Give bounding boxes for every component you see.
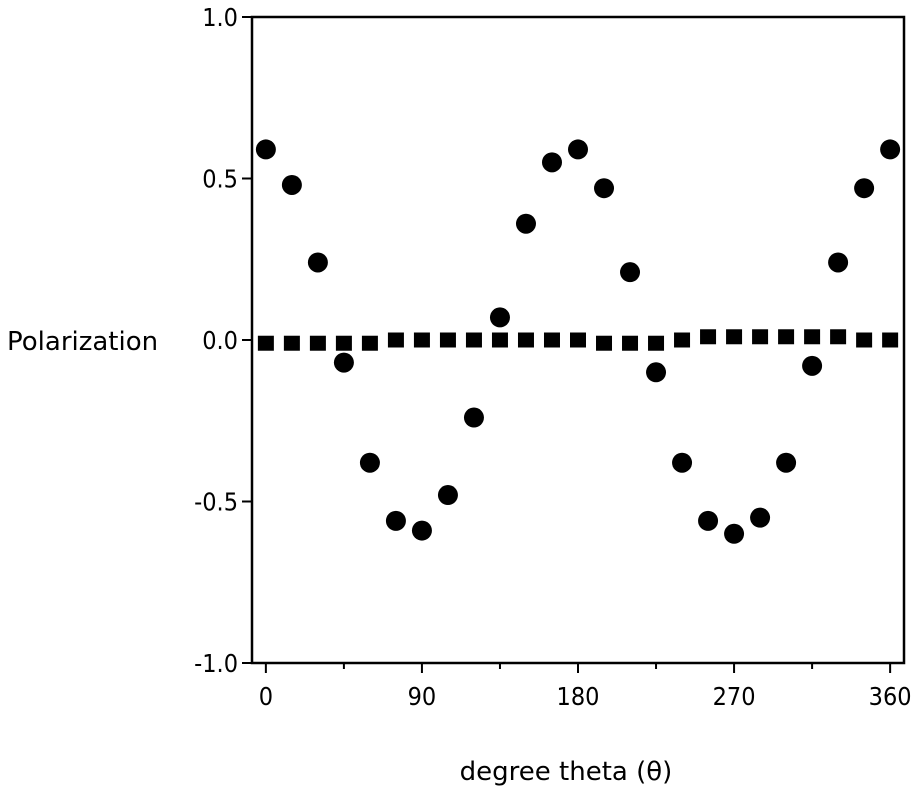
square-point [700,329,717,345]
square-point [309,335,326,351]
circle-point [541,152,562,173]
square-point [543,332,560,348]
square-point [387,332,404,348]
x-tick-label: 90 [408,682,437,711]
circle-point [776,452,797,473]
square-point [335,335,352,351]
square-point [570,332,586,348]
x-tick-label: 0 [259,682,273,711]
circle-point [437,485,458,506]
series [255,139,901,544]
square-point [596,335,613,351]
circle-point [672,452,693,473]
circle-point [463,407,484,428]
circle-point [750,507,771,528]
square-point [778,329,795,345]
circle-point [489,307,510,328]
circle-point [515,213,536,234]
circle-point [411,520,432,541]
y-tick-label: 0.0 [202,326,238,355]
square-point [856,332,873,348]
y-tick-label: 0.5 [202,165,238,194]
y-axis-label: Polarization [7,327,158,357]
y-ticks: 1.0 0.5 0.0 -0.5 -1.0 [194,3,252,678]
square-point [413,332,430,348]
y-tick-label: -1.0 [194,649,238,678]
square-point [674,332,691,348]
square-point [257,335,274,351]
square-point [648,335,665,351]
circle-point [646,362,667,383]
circle-point [620,262,641,283]
x-tick-label: 270 [713,682,756,711]
square-point [752,329,769,345]
circle-point [698,510,719,531]
circle-point [568,139,588,160]
square-point [882,332,899,348]
y-tick-label: 1.0 [202,3,238,32]
x-axis-label: degree theta (θ) [460,757,673,787]
square-point [622,335,639,351]
y-tick-label: -0.5 [194,488,238,517]
x-tick-label: 180 [557,682,600,711]
circle-point [828,252,849,273]
square-point [726,329,743,345]
square-point [517,332,534,348]
circle-point [724,523,745,544]
square-point [439,332,456,348]
circle-point [359,452,380,473]
square-point [491,332,508,348]
square-point [283,335,300,351]
circle-point [333,352,354,373]
circle-point [255,139,276,160]
square-point [804,329,821,345]
square-point [361,335,378,351]
circle-point [854,178,875,199]
circle-point [594,178,615,199]
x-tick-label: 360 [869,682,911,711]
circle-point [880,139,901,160]
circle-point [802,355,823,376]
square-point [465,332,482,348]
circle-point [307,252,328,273]
square-point [830,329,847,345]
x-ticks: 0 90 180 270 360 [259,663,911,711]
circle-point [281,174,302,195]
circle-point [385,510,406,531]
